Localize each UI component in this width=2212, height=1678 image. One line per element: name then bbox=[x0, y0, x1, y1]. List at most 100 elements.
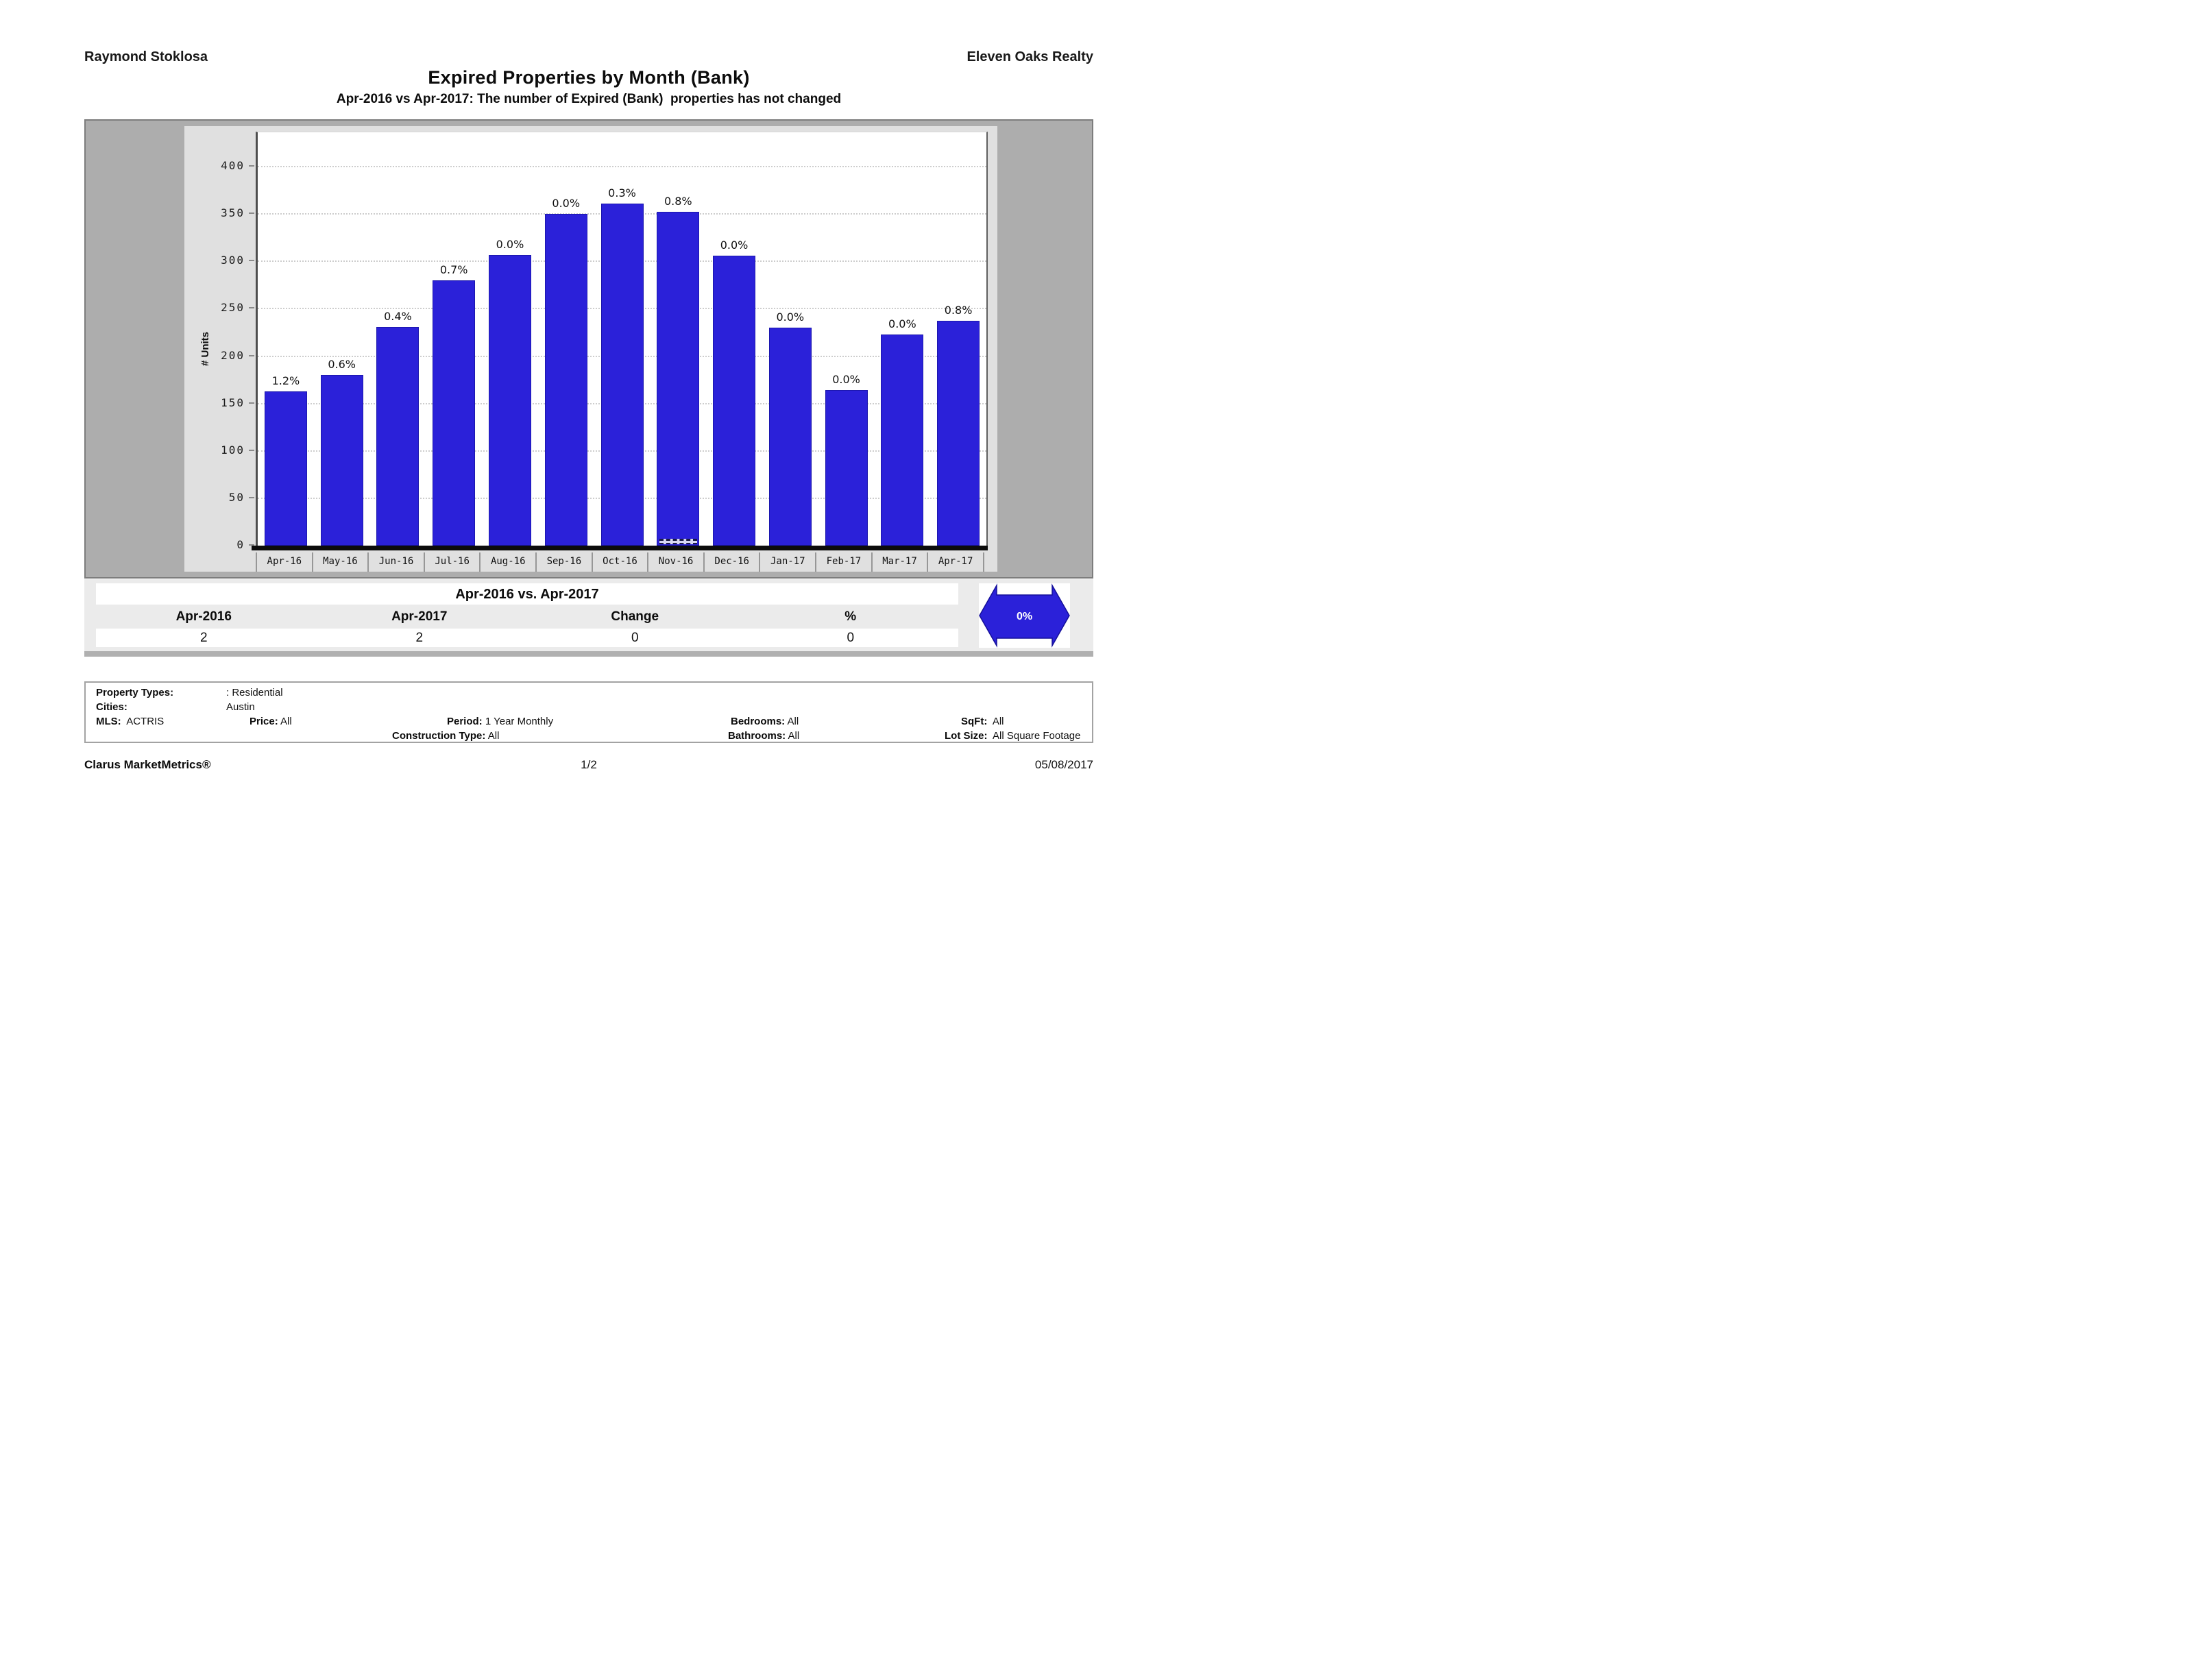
x-tick-label-Apr-17: Apr-17 bbox=[928, 552, 984, 572]
x-tick-label-Apr-16: Apr-16 bbox=[257, 552, 313, 572]
bar-label-Apr-16: 1.2% bbox=[271, 374, 300, 387]
y-tick-mark-0 bbox=[249, 544, 254, 546]
report-title: Expired Properties by Month (Bank) bbox=[428, 67, 750, 88]
change-indicator: 0% bbox=[979, 583, 1070, 648]
chart-frame: # Units 1.2% 0.6% 0.4% 0.7% 0.0% 0.0% 0.3% 0.8%… bbox=[84, 119, 1093, 579]
summary-value-0: 2 bbox=[199, 631, 208, 645]
bar-Dec-16 bbox=[713, 255, 756, 546]
x-axis-labels: Apr-16 May-16 Jun-16 Jul-16 Aug-16 Sep-16 Oct-… bbox=[256, 552, 984, 572]
summary-value-3: 0 bbox=[847, 631, 855, 645]
x-tick-label-Jul-16: Jul-16 bbox=[425, 552, 481, 572]
y-tick-label-350: 350 bbox=[221, 206, 245, 220]
bar-Sep-16 bbox=[544, 214, 587, 546]
summary-section: Apr-2016 vs. Apr-2017 Apr-2016 Apr-2017 Ch… bbox=[84, 579, 1093, 657]
y-tick-mark-150 bbox=[249, 402, 254, 404]
y-tick-label-50: 50 bbox=[228, 490, 245, 504]
cities-value: Austin bbox=[226, 701, 255, 713]
summary-column-1: Apr-2017 bbox=[391, 609, 448, 624]
summary-column-2: Change bbox=[611, 609, 659, 624]
property-types-value: : Residential bbox=[226, 687, 283, 698]
property-types-label: Property Types: bbox=[96, 687, 174, 698]
footer-brand: Clarus MarketMetrics® bbox=[84, 758, 211, 771]
bar-Jul-16 bbox=[433, 280, 476, 546]
bar-label-Apr-17: 0.8% bbox=[944, 304, 973, 317]
bar-Mar-17 bbox=[881, 334, 924, 546]
bar-label-Jan-17: 0.0% bbox=[776, 311, 805, 324]
lot-size-pair: Lot Size: All Square Footage bbox=[945, 730, 1081, 742]
chart-panel: # Units 1.2% 0.6% 0.4% 0.7% 0.0% 0.0% 0.3% 0.8%… bbox=[184, 126, 997, 572]
period-pair: Period: 1 Year Monthly bbox=[447, 716, 554, 727]
x-tick-label-Aug-16: Aug-16 bbox=[481, 552, 537, 572]
bar-Jan-17 bbox=[768, 328, 812, 546]
summary-column-3: % bbox=[844, 609, 857, 624]
agent-name: Raymond Stoklosa bbox=[84, 49, 208, 64]
bar-label-Aug-16: 0.0% bbox=[496, 237, 524, 251]
bedrooms-pair: Bedrooms: All bbox=[731, 716, 799, 727]
x-tick-label-Feb-17: Feb-17 bbox=[816, 552, 873, 572]
x-tick-label-Mar-17: Mar-17 bbox=[873, 552, 929, 572]
footer-page-number: 1/2 bbox=[581, 758, 597, 771]
bar-label-Jul-16: 0.7% bbox=[439, 263, 468, 276]
bathrooms-pair: Bathrooms: All bbox=[728, 730, 800, 742]
y-tick-label-100: 100 bbox=[221, 443, 245, 457]
y-tick-mark-100 bbox=[249, 449, 254, 451]
bar-Feb-17 bbox=[825, 390, 868, 546]
sqft-pair: SqFt: All bbox=[961, 716, 1004, 727]
bar-label-Oct-16: 0.3% bbox=[608, 186, 636, 199]
footer-date: 05/08/2017 bbox=[1034, 758, 1093, 771]
bar-Apr-17 bbox=[937, 321, 980, 546]
y-tick-mark-200 bbox=[249, 354, 254, 356]
price-pair: Price: All bbox=[250, 716, 292, 727]
plot-area: 1.2% 0.6% 0.4% 0.7% 0.0% 0.0% 0.3% 0.8% 0.0% 0.0%… bbox=[252, 132, 988, 550]
y-tick-label-200: 200 bbox=[221, 348, 245, 362]
report-subtitle: Apr-2016 vs Apr-2017: The number of Expi… bbox=[336, 92, 842, 106]
summary-title: Apr-2016 vs. Apr-2017 bbox=[96, 583, 958, 605]
x-tick-label-Dec-16: Dec-16 bbox=[705, 552, 761, 572]
cities-label: Cities: bbox=[96, 701, 127, 713]
bar-label-Dec-16: 0.0% bbox=[720, 238, 749, 252]
double-arrow-icon: 0% bbox=[979, 583, 1070, 648]
bar-Nov-16 bbox=[657, 212, 700, 546]
y-tick-mark-50 bbox=[249, 496, 254, 498]
x-tick-label-Nov-16: Nov-16 bbox=[648, 552, 705, 572]
y-tick-label-0: 0 bbox=[236, 538, 245, 551]
bar-label-May-16: 0.6% bbox=[328, 358, 356, 372]
summary-value-2: 0 bbox=[631, 631, 639, 645]
x-tick-label-May-16: May-16 bbox=[313, 552, 369, 572]
y-tick-label-150: 150 bbox=[221, 396, 245, 409]
y-tick-label-250: 250 bbox=[221, 301, 245, 315]
summary-column-0: Apr-2016 bbox=[175, 609, 232, 624]
bar-label-Nov-16: 0.8% bbox=[664, 195, 692, 208]
dashed-segment-Nov-16 bbox=[659, 538, 697, 544]
bar-Jun-16 bbox=[376, 326, 420, 546]
company-name: Eleven Oaks Realty bbox=[967, 49, 1093, 64]
summary-value-1: 2 bbox=[415, 631, 424, 645]
bar-label-Mar-17: 0.0% bbox=[888, 317, 916, 330]
y-tick-label-400: 400 bbox=[221, 159, 245, 172]
bar-label-Feb-17: 0.0% bbox=[832, 373, 860, 387]
y-tick-mark-350 bbox=[249, 212, 254, 215]
construction-pair: Construction Type: All bbox=[392, 730, 500, 742]
mls-pair: MLS: ACTRIS bbox=[96, 716, 165, 727]
x-tick-label-Jun-16: Jun-16 bbox=[369, 552, 425, 572]
y-tick-mark-400 bbox=[249, 165, 254, 167]
bar-Apr-16 bbox=[264, 391, 307, 546]
x-tick-label-Jan-17: Jan-17 bbox=[760, 552, 817, 572]
summary-value-row: 2 2 0 0 bbox=[96, 629, 958, 647]
bar-Oct-16 bbox=[600, 203, 644, 546]
x-tick-label-Sep-16: Sep-16 bbox=[537, 552, 593, 572]
bar-label-Jun-16: 0.4% bbox=[384, 309, 412, 323]
bar-Aug-16 bbox=[488, 254, 531, 546]
criteria-section: Property Types: : Residential Cities: Au… bbox=[84, 681, 1093, 743]
bar-May-16 bbox=[320, 375, 363, 546]
y-tick-mark-300 bbox=[249, 260, 254, 262]
y-tick-mark-250 bbox=[249, 307, 254, 309]
bar-label-Sep-16: 0.0% bbox=[552, 197, 581, 210]
x-axis-line bbox=[252, 546, 988, 550]
change-percent-label: 0% bbox=[1017, 611, 1032, 622]
gridline-400 bbox=[258, 166, 986, 167]
summary-header-row: Apr-2016 Apr-2017 Change% bbox=[96, 607, 958, 627]
x-tick-label-Oct-16: Oct-16 bbox=[593, 552, 649, 572]
report-page: Raymond Stoklosa Eleven Oaks Realty Expi… bbox=[0, 0, 1106, 839]
y-tick-label-300: 300 bbox=[221, 254, 245, 267]
